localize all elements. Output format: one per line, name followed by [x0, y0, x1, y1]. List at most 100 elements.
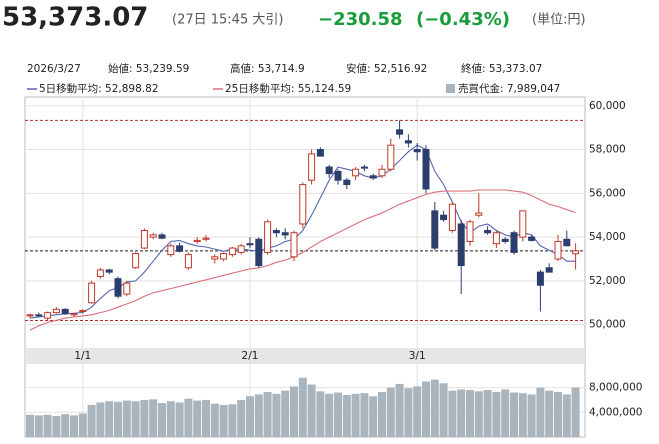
change-percent: (−0.43%) — [416, 9, 510, 30]
volume-bar — [272, 393, 281, 437]
candle-body — [404, 140, 412, 144]
candle-body — [457, 223, 465, 267]
volume-bar — [202, 399, 210, 437]
x-tick-label: 1/1 — [74, 350, 91, 362]
ma-line — [29, 144, 576, 319]
candle-body — [369, 175, 377, 179]
volume-bar — [474, 391, 483, 437]
volume-bar — [430, 379, 439, 437]
volume-bar — [70, 415, 78, 437]
volume-bar — [254, 394, 263, 437]
candle-body — [281, 232, 289, 236]
candle-body — [528, 236, 536, 241]
volume-bar — [246, 396, 254, 437]
candle-body — [501, 238, 509, 242]
y-tick-label: 54,000 — [589, 231, 626, 243]
candle-body — [35, 314, 43, 317]
volume-bar — [545, 390, 554, 437]
volume-bar — [105, 401, 114, 437]
volume-bar — [61, 414, 70, 437]
volume-bar — [325, 393, 334, 437]
x-tick-label: 2/1 — [242, 350, 259, 362]
volume-bar — [457, 389, 466, 437]
volume-bar — [158, 403, 166, 437]
candle-body — [88, 282, 96, 304]
volume-bar — [571, 387, 580, 437]
volume-bar — [316, 391, 325, 437]
volume-bar — [237, 399, 246, 437]
volume-bar — [219, 404, 228, 437]
candle-body — [360, 166, 368, 169]
candle-body — [396, 129, 404, 135]
candle-body — [387, 144, 395, 170]
candle-body — [52, 308, 60, 314]
volume-tick-label: 8,000,000 — [589, 382, 642, 394]
volume-bar — [298, 377, 307, 437]
y-tick-label: 60,000 — [589, 100, 626, 112]
legend-label: 売買代金: 7,989,047 — [458, 82, 560, 95]
candle-body — [61, 308, 69, 315]
candle-body — [193, 239, 201, 242]
volume-bar — [149, 399, 158, 437]
candle-body — [167, 245, 175, 256]
date-strip — [25, 348, 585, 364]
candle-body — [149, 234, 157, 238]
volume-bar — [122, 400, 131, 437]
candle-body — [123, 282, 131, 295]
change: −230.58 — [318, 9, 403, 30]
candle-body — [202, 237, 210, 240]
candle-body — [79, 309, 87, 313]
candle-body — [176, 245, 184, 252]
candle-body — [492, 232, 500, 245]
volume-bar — [26, 414, 34, 437]
candle-body — [519, 210, 527, 238]
volume-bar — [527, 394, 536, 437]
candle-body — [343, 179, 351, 186]
candle-body — [554, 240, 562, 260]
candle-body — [299, 184, 307, 225]
high-info: 高値: 53,714.9 — [230, 62, 305, 75]
volume-bar — [510, 392, 518, 437]
candle-body — [255, 238, 263, 267]
candle-body — [220, 253, 228, 260]
ma-line — [29, 189, 576, 331]
volume-bar — [307, 384, 316, 437]
candle-body — [140, 230, 148, 249]
price: 53,373.07 — [2, 3, 148, 33]
volume-bar — [43, 414, 52, 437]
volume-bar — [395, 383, 404, 437]
candle-body — [475, 212, 483, 216]
volume-bar — [536, 387, 545, 437]
candle-body — [431, 210, 439, 249]
candle-body — [325, 166, 333, 175]
volume-bar — [263, 391, 272, 437]
candle-body — [510, 232, 518, 253]
volume-bar — [518, 393, 527, 437]
y-tick-label: 52,000 — [589, 275, 626, 287]
candle-body — [352, 168, 360, 177]
volume-bar — [334, 392, 342, 437]
unit: (単位:円) — [532, 12, 586, 28]
candle-body — [105, 269, 113, 273]
candle-body — [44, 312, 52, 319]
volume-bar — [351, 393, 360, 437]
y-tick-label: 58,000 — [589, 144, 626, 156]
volume-bar — [483, 390, 492, 437]
legend-swatch — [446, 84, 455, 93]
volume-bar — [342, 395, 351, 437]
candle-body — [237, 245, 245, 253]
candle-body — [114, 278, 122, 297]
candle-body — [211, 256, 219, 260]
volume-bar — [422, 381, 430, 437]
volume-bar — [562, 394, 571, 437]
candle-body — [26, 314, 34, 317]
candle-body — [290, 232, 298, 258]
volume-bar — [466, 390, 474, 437]
candle-body — [264, 221, 272, 253]
volume-bar — [369, 396, 378, 437]
volume-bar — [439, 383, 448, 437]
candle-body — [422, 149, 430, 190]
candle-body — [413, 149, 421, 153]
candle-body — [448, 203, 456, 232]
